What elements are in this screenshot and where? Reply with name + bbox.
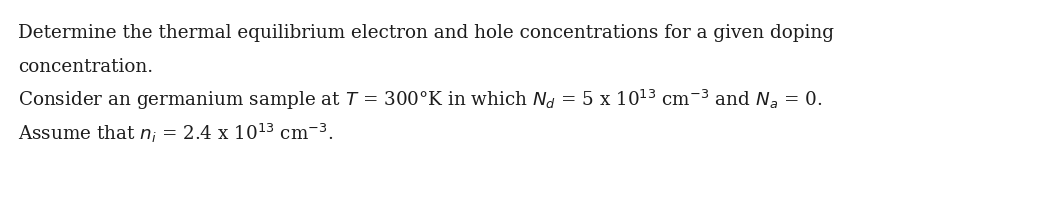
Text: Assume that $n_i$ = 2.4 x 10$^{13}$ cm$^{-3}$.: Assume that $n_i$ = 2.4 x 10$^{13}$ cm$^… xyxy=(18,122,333,145)
Text: Consider an germanium sample at $T$ = 300°K in which $N_d$ = 5 x 10$^{13}$ cm$^{: Consider an germanium sample at $T$ = 30… xyxy=(18,88,823,112)
Text: Determine the thermal equilibrium electron and hole concentrations for a given d: Determine the thermal equilibrium electr… xyxy=(18,24,834,42)
Text: concentration.: concentration. xyxy=(18,58,153,76)
